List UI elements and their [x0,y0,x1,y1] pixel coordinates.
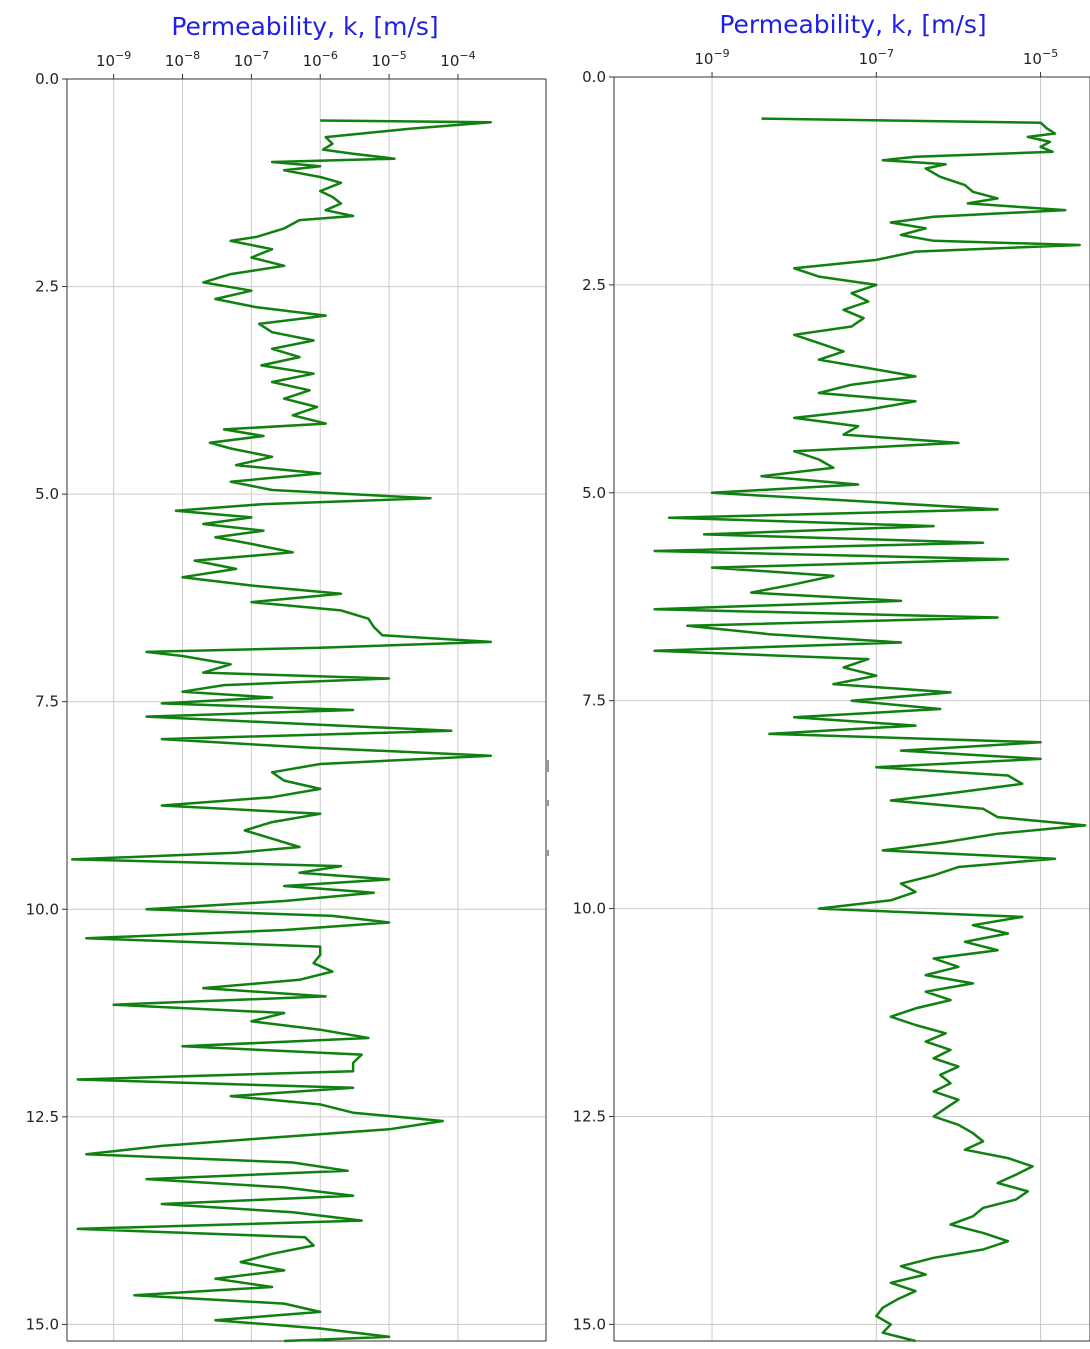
left-xtick-base: 10 [165,52,184,70]
left-y-ticks: 0.0 2.5 5.0 7.5 10.0 12.5 15.0 [26,70,67,1333]
left-xtick-base: 10 [440,52,459,70]
left-series-line [70,119,493,1343]
left-xtick-base: 10 [96,52,115,70]
right-ytick-label: 5.0 [582,484,606,502]
right-xtick-label: 10−9 [694,47,729,68]
right-ytick-label: 12.5 [573,1107,606,1125]
right-ytick-label: 7.5 [582,692,606,710]
left-ytick-label: 10.0 [26,900,59,918]
left-xtick-label: 10−5 [371,49,406,70]
left-grid [67,78,546,1341]
left-xtick-base: 10 [371,52,390,70]
right-y-ticks: 0.0 2.5 5.0 7.5 10.0 12.5 15.0 [573,68,614,1333]
left-xtick-label: 10−9 [96,49,131,70]
left-xtick-label: 10−8 [165,49,200,70]
right-ytick-label: 15.0 [573,1315,606,1333]
right-xtick-base: 10 [859,50,878,68]
left-chart-title: Permeability, k, [m/s] [171,12,438,41]
right-series-line [653,117,1087,1343]
left-xtick-exponent: −6 [322,49,338,62]
left-xtick-label: 10−7 [234,49,269,70]
left-xtick-exponent: −8 [184,49,200,62]
left-ytick-label: 2.5 [35,278,59,296]
right-chart-title: Permeability, k, [m/s] [719,10,986,39]
right-xtick-label: 10−7 [859,47,894,68]
right-plot-frame [613,76,1090,1342]
right-xtick-exponent: −5 [1042,47,1058,60]
right-xtick-base: 10 [1023,50,1042,68]
left-xtick-exponent: −9 [115,49,131,62]
right-ytick-label: 0.0 [582,68,606,86]
right-x-ticks: 10−9 10−7 10−5 [694,47,1058,77]
left-xtick-exponent: −5 [391,49,407,62]
left-xtick-label: 10−4 [440,49,475,70]
right-permeability-panel: Permeability, k, [m/s] 10−9 10−7 10−5 0.02… [573,10,1090,1343]
right-xtick-label: 10−5 [1023,47,1058,68]
left-xtick-base: 10 [234,52,253,70]
left-x-ticks: 10−9 10−8 10−7 10−6 10−5 10−4 [96,49,476,79]
left-xtick-base: 10 [303,52,322,70]
left-ytick-label: 5.0 [35,485,59,503]
left-ytick-label: 12.5 [26,1108,59,1126]
right-ytick-label: 2.5 [582,276,606,294]
right-grid [614,76,1090,1341]
left-permeability-panel: Permeability, k, [m/s] 10−9 10−8 10−7 10−6 1… [26,12,547,1343]
left-ytick-label: 0.0 [35,70,59,88]
right-ytick-label: 10.0 [573,900,606,918]
left-plot-frame [66,78,547,1342]
right-xtick-base: 10 [694,50,713,68]
left-xtick-exponent: −4 [459,49,475,62]
right-xtick-exponent: −7 [878,47,894,60]
right-xtick-exponent: −9 [713,47,729,60]
left-xtick-label: 10−6 [303,49,338,70]
left-ytick-label: 15.0 [26,1315,59,1333]
left-ytick-label: 7.5 [35,693,59,711]
left-xtick-exponent: −7 [253,49,269,62]
